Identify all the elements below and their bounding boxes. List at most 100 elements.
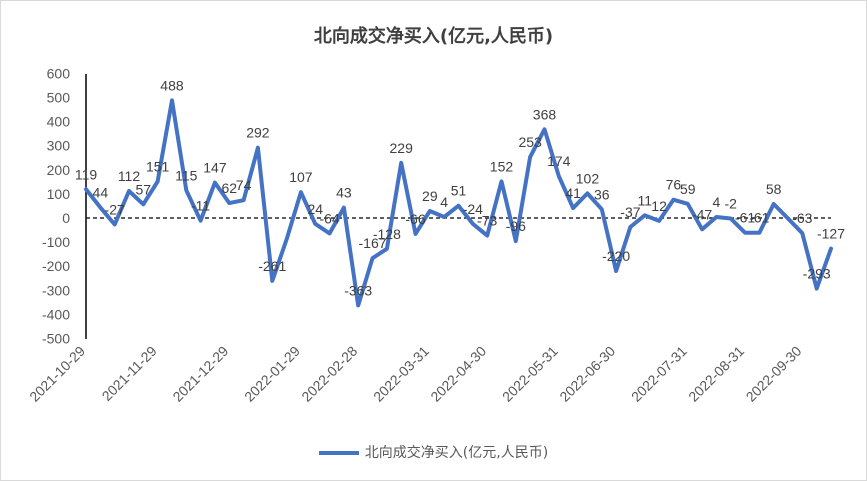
legend: 北向成交净买入(亿元,人民币)	[0, 442, 867, 462]
data-label: -363	[344, 282, 372, 298]
data-point	[643, 213, 647, 217]
x-tick-label: 2022-04-30	[427, 343, 489, 405]
data-point	[98, 205, 102, 209]
data-point	[628, 225, 632, 229]
data-point	[514, 239, 518, 243]
data-label: -64	[319, 210, 339, 226]
data-label: 12	[651, 198, 667, 214]
data-point	[442, 215, 446, 219]
data-point	[757, 231, 761, 235]
data-point	[571, 206, 575, 210]
y-tick-label: -500	[42, 330, 70, 346]
data-point	[199, 219, 203, 223]
x-tick-label: 2021-10-29	[26, 343, 88, 405]
data-point	[399, 161, 403, 165]
data-label: 107	[289, 169, 313, 185]
data-label: 368	[533, 106, 557, 122]
data-point	[786, 216, 790, 220]
data-label: 152	[490, 158, 514, 174]
data-point	[499, 179, 503, 183]
data-point	[299, 190, 303, 194]
data-point	[542, 127, 546, 131]
y-tick-label: -300	[42, 282, 70, 298]
x-tick-label: 2022-02-28	[298, 343, 360, 405]
data-label: -63	[792, 210, 812, 226]
data-label: 4	[440, 194, 448, 210]
data-label: -96	[506, 218, 526, 234]
data-point	[800, 231, 804, 235]
data-label: 11	[637, 192, 652, 208]
y-tick-label: 0	[62, 210, 70, 226]
data-label: 292	[246, 125, 270, 141]
data-point	[557, 174, 561, 178]
chart-title: 北向成交净买入(亿元,人民币)	[313, 26, 554, 47]
data-point	[600, 207, 604, 211]
data-label: -128	[373, 226, 401, 242]
data-label: 74	[236, 177, 252, 193]
data-point	[270, 279, 274, 283]
data-label: 59	[680, 181, 696, 197]
data-point	[815, 287, 819, 291]
data-point	[156, 180, 160, 184]
data-point	[213, 181, 217, 185]
legend-label: 北向成交净买入(亿元,人民币)	[364, 445, 549, 461]
y-tick-label: -200	[42, 258, 70, 274]
data-label: -127	[817, 226, 845, 242]
data-point	[84, 187, 88, 191]
data-point	[485, 234, 489, 238]
data-point	[528, 155, 532, 159]
data-point	[127, 189, 131, 193]
data-label: -167	[359, 235, 387, 251]
x-tick-label: 2022-09-30	[743, 343, 805, 405]
y-tick-label: 400	[47, 114, 71, 130]
x-tick-label: 2021-12-29	[169, 343, 231, 405]
x-tick-label: 2022-07-31	[628, 343, 690, 405]
data-label: -66	[405, 211, 425, 227]
data-label: 36	[594, 186, 610, 202]
data-label: 76	[666, 177, 682, 193]
data-point	[242, 198, 246, 202]
data-label: -61	[735, 210, 755, 226]
y-tick-label: 100	[47, 186, 71, 202]
data-label: 147	[203, 160, 227, 176]
data-label: 51	[451, 183, 467, 199]
x-tick-label: 2022-06-30	[556, 343, 618, 405]
data-point	[356, 303, 360, 307]
data-label: 174	[547, 153, 571, 169]
data-point	[700, 227, 704, 231]
data-point	[614, 269, 618, 273]
data-point	[342, 206, 346, 210]
data-label: -73	[477, 213, 497, 229]
series-line	[84, 98, 833, 308]
data-label: 4	[712, 194, 720, 210]
data-point	[686, 202, 690, 206]
x-tick-label: 2022-05-31	[499, 343, 561, 405]
data-point	[729, 216, 733, 220]
data-label: 119	[75, 166, 98, 182]
data-label: 253	[518, 134, 542, 150]
data-label: -11	[191, 198, 210, 214]
y-tick-label: -400	[42, 306, 70, 322]
data-point	[657, 219, 661, 223]
y-tick-label: -100	[42, 234, 70, 250]
data-point	[285, 237, 289, 241]
data-point	[585, 191, 589, 195]
data-point	[743, 231, 747, 235]
y-tick-label: 200	[47, 162, 71, 178]
data-point	[829, 247, 833, 251]
data-label: 44	[93, 184, 109, 200]
x-tick-label: 2022-03-31	[370, 343, 432, 405]
data-point	[227, 201, 231, 205]
data-label: 112	[118, 168, 141, 184]
data-point	[141, 202, 145, 206]
data-label: -27	[105, 202, 125, 218]
data-label: 41	[565, 185, 581, 201]
data-label: 57	[136, 181, 152, 197]
data-point	[471, 222, 475, 226]
data-label: -261	[258, 258, 286, 274]
x-tick-label: 2022-08-31	[685, 343, 747, 405]
data-label: 115	[175, 167, 198, 183]
data-point	[772, 202, 776, 206]
data-label: 24	[307, 201, 323, 217]
data-label: -47	[692, 206, 712, 222]
